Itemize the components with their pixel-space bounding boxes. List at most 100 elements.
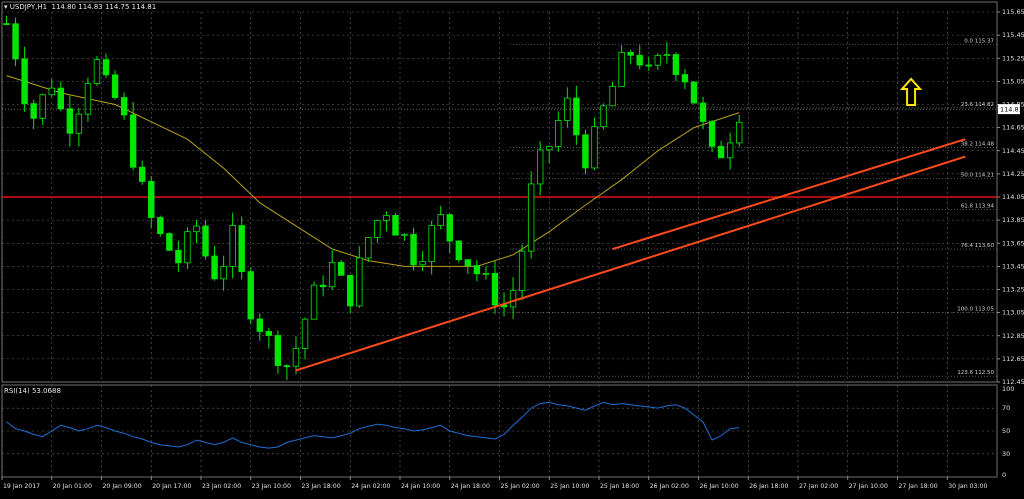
candle-body <box>139 166 146 182</box>
candle-body <box>84 83 92 115</box>
time-tick-label: 24 Jan 10:00 <box>401 483 440 490</box>
candle-body <box>600 105 607 128</box>
price-tick-label: 115.65 <box>1002 8 1024 16</box>
candle-body <box>401 233 408 236</box>
price-tick-label: 112.85 <box>1002 332 1024 340</box>
candle-body <box>328 261 336 288</box>
rsi-line <box>6 401 740 449</box>
candle-body <box>527 183 535 252</box>
symbol-label: USDJPY,H1 <box>9 3 48 11</box>
time-tick-label: 24 Jan 18:00 <box>451 483 490 490</box>
candle-body <box>184 231 191 264</box>
candle-body <box>428 225 435 262</box>
moving-average-line <box>6 75 740 267</box>
price-tick-label: 114.65 <box>1002 124 1024 132</box>
candle-body <box>93 59 101 84</box>
candle-body <box>256 318 263 332</box>
time-tick-label: 20 Jan 09:00 <box>103 483 142 490</box>
candle-body <box>12 23 19 60</box>
fib-label: 50.0 114.21 <box>961 173 994 179</box>
candle-body <box>537 149 544 185</box>
price-tick-label: 113.85 <box>1002 216 1024 224</box>
candle-body <box>75 113 83 134</box>
candle-body <box>473 265 481 275</box>
current-price-badge <box>998 104 1020 115</box>
main-pane-border <box>1 1 998 383</box>
candle-body <box>736 121 743 144</box>
time-tick-label: 19 Jan 2017 <box>3 483 40 490</box>
candle-body <box>518 250 526 291</box>
candle-body <box>419 261 426 266</box>
candle-body <box>39 94 46 119</box>
candle-body <box>717 145 725 159</box>
candle-body <box>591 126 598 169</box>
symbol-dropdown-icon[interactable]: ▾ <box>4 3 10 11</box>
candle-body <box>573 97 580 136</box>
price-tick-label: 113.25 <box>1002 286 1024 294</box>
candle-body <box>148 181 155 218</box>
candle-body <box>690 81 698 104</box>
time-tick-label: 26 Jan 18:00 <box>749 483 788 490</box>
rsi-tick-label: 50 <box>1002 427 1010 435</box>
candle-body <box>609 86 616 107</box>
candle-body <box>21 58 28 105</box>
candle-body <box>645 64 652 67</box>
price-tick-label: 113.65 <box>1002 239 1024 247</box>
candle-body <box>274 335 282 367</box>
candle-body <box>310 284 318 320</box>
time-tick-label: 25 Jan 18:00 <box>600 483 639 490</box>
fib-label: 100.0 113.05 <box>957 307 994 313</box>
time-tick-label: 25 Jan 02:00 <box>501 483 540 490</box>
rsi-tick-label: 0 <box>1002 471 1006 479</box>
price-tick-label: 114.25 <box>1002 170 1024 178</box>
candle-body <box>636 54 643 66</box>
time-tick-label: 25 Jan 10:00 <box>550 483 589 490</box>
candle-body <box>564 97 571 121</box>
candle-body <box>491 272 499 306</box>
candle-body <box>672 54 680 75</box>
candle-body <box>292 348 300 367</box>
rsi-tick-label: 100 <box>1002 385 1014 393</box>
candle-body <box>654 55 661 66</box>
candle-body <box>202 225 209 257</box>
candle-body <box>374 220 381 239</box>
current-price-label: 114.81 <box>1000 106 1023 114</box>
rsi-tick-label: 70 <box>1002 404 1010 412</box>
candle-body <box>410 233 417 266</box>
time-tick-label: 23 Jan 10:00 <box>252 483 291 490</box>
candle-body <box>66 108 74 134</box>
candle-body <box>338 261 345 276</box>
trendline <box>612 138 966 250</box>
candle-body <box>247 271 254 320</box>
candle-body <box>455 240 462 261</box>
fib-label: 61.8 113.94 <box>961 204 995 210</box>
candle-body <box>175 249 182 264</box>
candle-body <box>111 74 119 98</box>
time-tick-label: 27 Jan 18:00 <box>899 483 938 490</box>
candle-body <box>3 23 10 25</box>
candle-body <box>356 257 363 307</box>
candle-body <box>437 214 444 227</box>
time-tick-label: 27 Jan 02:00 <box>799 483 838 490</box>
time-tick-label: 23 Jan 18:00 <box>302 483 341 490</box>
price-tick-label: 112.65 <box>1002 355 1024 363</box>
candle-body <box>48 87 55 96</box>
rsi-header: RSI(14) 53.0688 <box>4 387 61 395</box>
candle-body <box>699 102 707 122</box>
candle-body <box>726 142 734 159</box>
price-tick-label: 113.05 <box>1002 309 1024 317</box>
chart-header: ▾ USDJPY,H1 114.80 114.83 114.75 114.81 <box>4 3 156 11</box>
time-tick-label: 26 Jan 10:00 <box>700 483 739 490</box>
candle-body <box>30 103 37 119</box>
candle-body <box>392 215 399 236</box>
candle-body <box>446 214 453 242</box>
fib-label: 23.6 114.82 <box>961 102 994 108</box>
candle-body <box>365 237 372 259</box>
candle-body <box>347 274 354 307</box>
candle-body <box>482 272 490 275</box>
candle-body <box>681 74 689 83</box>
fib-label: 76.4 113.60 <box>961 243 995 249</box>
candle-body <box>319 284 327 288</box>
candle-body <box>383 215 390 221</box>
